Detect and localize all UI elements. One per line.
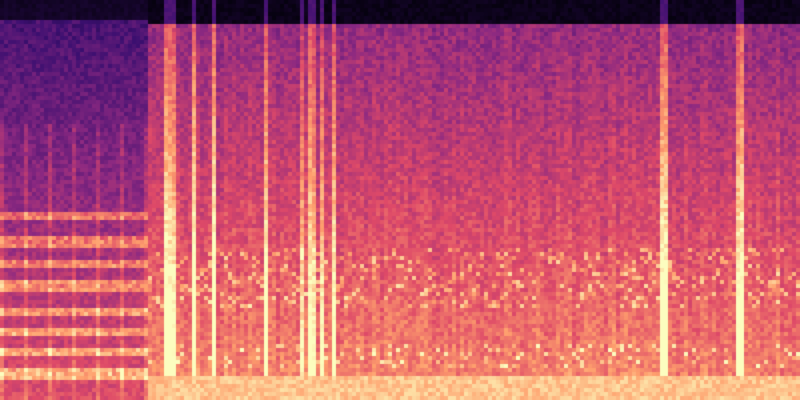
spectrogram-image (0, 0, 800, 400)
